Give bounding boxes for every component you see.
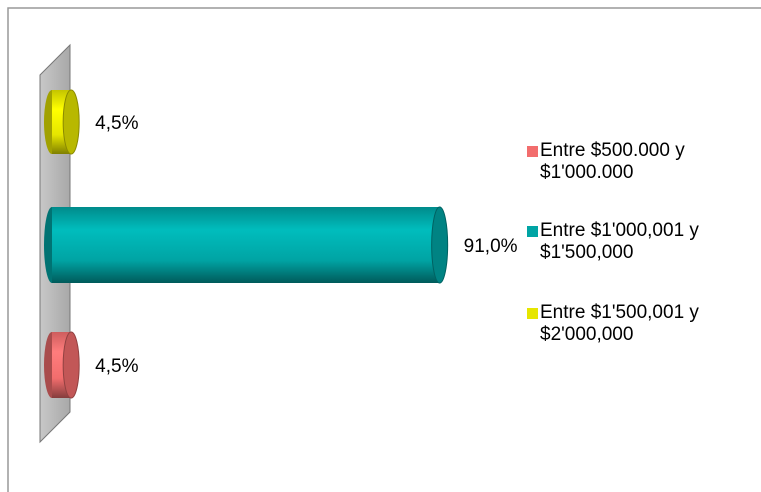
- bar: [44, 89, 80, 155]
- legend-label: Entre $500.000 y $1'000.000: [540, 140, 685, 183]
- bar-cap: [62, 331, 80, 399]
- data-label: 4,5%: [95, 356, 138, 377]
- legend-label: Entre $1'500,001 y $2'000,000: [540, 302, 699, 345]
- bar: [44, 331, 80, 399]
- bar-body: [52, 207, 440, 283]
- data-label: 4,5%: [95, 113, 138, 134]
- legend-swatch: [527, 146, 538, 157]
- bar-cap: [431, 206, 449, 284]
- legend-swatch: [527, 308, 538, 319]
- data-label: 91,0%: [464, 236, 518, 257]
- bar: [44, 206, 449, 284]
- legend-label: Entre $1'000,001 y $1'500,000: [540, 220, 699, 263]
- bar-cap: [62, 89, 80, 155]
- chart-border: [7, 7, 761, 492]
- legend-swatch: [527, 226, 538, 237]
